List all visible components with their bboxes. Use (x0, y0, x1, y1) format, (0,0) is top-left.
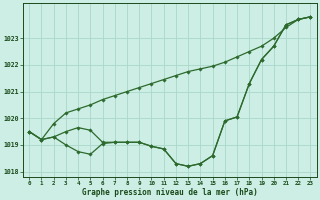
X-axis label: Graphe pression niveau de la mer (hPa): Graphe pression niveau de la mer (hPa) (82, 188, 258, 197)
